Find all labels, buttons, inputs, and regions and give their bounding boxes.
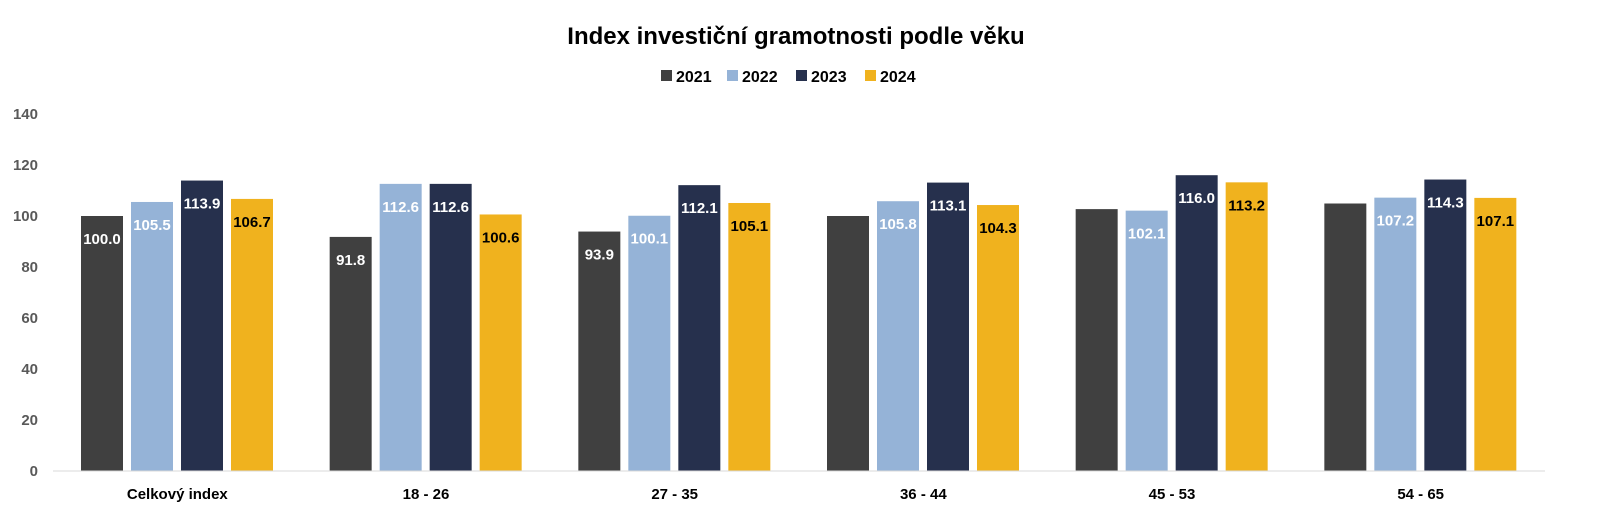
data-label-2023: 112.6 [432,199,469,216]
y-tick-label: 20 [21,412,38,429]
data-label-2023: 113.9 [184,196,221,213]
data-label-2022: 105.8 [879,216,917,233]
data-label-2024: 100.6 [482,229,520,246]
y-axis: 0 20 40 60 80 100 120 140 [13,106,38,480]
x-tick-label: 45 - 53 [1149,486,1196,503]
x-tick-label: 18 - 26 [403,486,450,503]
bar-2023 [678,185,721,471]
y-tick-label: 0 [30,463,38,480]
bar-2024 [728,202,771,471]
data-label-2022: 102.1 [1128,226,1166,243]
legend-label-2021: 2021 [676,69,712,86]
legend-label-2022: 2022 [742,69,778,86]
legend-swatch-2024 [865,70,876,81]
data-label-2024: 107.1 [1477,213,1515,230]
bar-2023 [927,182,969,471]
bar-2022 [628,215,671,471]
legend-label-2023: 2023 [811,69,847,86]
y-tick-label: 40 [21,361,38,378]
x-axis: Celkový index 18 - 26 27 - 35 36 - 44 45 - 5… [127,486,1444,503]
bar-2021 [1075,209,1118,472]
data-label-2022: 105.5 [133,217,171,234]
data-label-2024: 105.1 [731,218,769,235]
bar-2021 [329,236,372,471]
bar-2022 [379,183,422,471]
bar-2024 [231,198,273,472]
data-label-2022: 112.6 [382,199,419,216]
x-tick-label: Celkový index [127,486,229,503]
data-labels: 100.0 105.5 113.9 106.7 91.8 112.6 112.6 100.6 9… [83,190,1514,269]
data-label-2021: 91.8 [336,252,365,269]
data-label-2024: 104.3 [979,220,1017,237]
bar-2024 [1225,182,1268,471]
data-label-2023: 116.0 [1178,190,1215,207]
bar-2021 [1324,203,1367,471]
data-label-2023: 114.3 [1427,195,1464,212]
bar-2024 [977,205,1019,471]
bar-2023 [181,180,223,471]
y-tick-label: 140 [13,106,38,123]
y-tick-label: 120 [13,157,38,174]
x-tick-label: 27 - 35 [651,486,698,503]
data-label-2024: 113.2 [1228,197,1265,214]
legend-swatch-2021 [661,70,672,81]
bar-2022 [1374,197,1417,471]
bar-2021 [578,231,621,471]
bar-2023 [429,183,472,471]
bar-2021 [827,216,869,471]
legend: 2021 2022 2023 2024 [661,69,916,86]
y-tick-label: 100 [13,208,38,225]
data-label-2021: 100.0 [83,231,121,248]
data-label-2021: 93.9 [585,247,614,264]
x-tick-label: 54 - 65 [1397,486,1444,503]
data-label-2023: 113.1 [930,198,967,215]
bar-2024 [479,214,522,471]
data-label-2023: 112.1 [681,200,718,217]
y-tick-label: 60 [21,310,38,327]
legend-swatch-2023 [796,70,807,81]
bar-2023 [1175,175,1218,471]
y-tick-label: 80 [21,259,38,276]
data-label-2022: 100.1 [631,231,669,248]
bar-2022 [877,201,919,471]
bar-2021 [81,216,123,471]
data-label-2024: 106.7 [233,214,271,231]
bar-2022 [131,201,173,471]
bar-2022 [1125,210,1168,471]
legend-label-2024: 2024 [880,69,916,86]
bar-2023 [1424,179,1467,471]
legend-swatch-2022 [727,70,738,81]
chart-title: Index investiční gramotnosti podle věku [567,23,1024,50]
bar-2024 [1474,197,1517,471]
data-label-2022: 107.2 [1377,213,1415,230]
bars [81,175,1517,472]
x-tick-label: 36 - 44 [900,486,947,503]
